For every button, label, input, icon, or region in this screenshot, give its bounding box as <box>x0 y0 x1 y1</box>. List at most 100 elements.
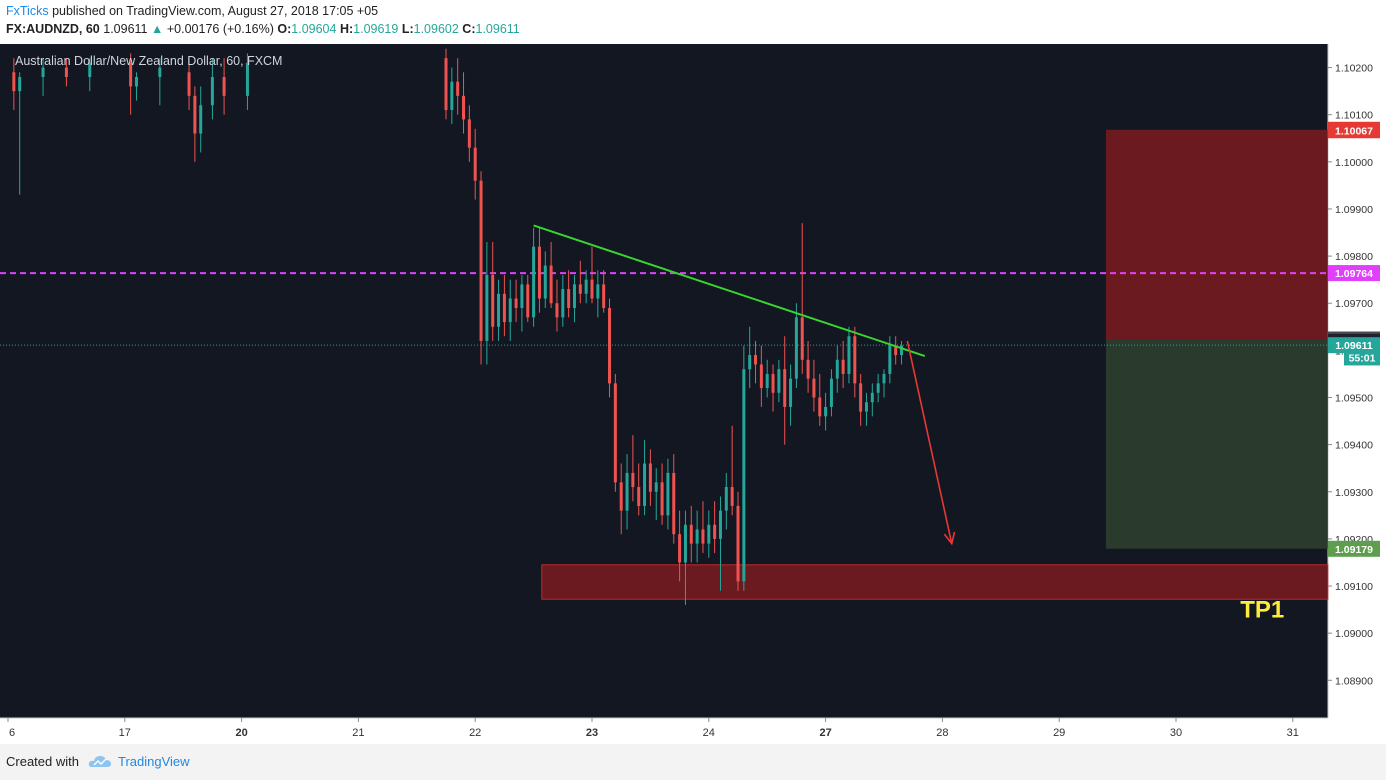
candle-body <box>783 369 787 407</box>
candle-body <box>502 293 506 323</box>
candle-body <box>497 293 501 327</box>
low-label: L: <box>401 22 414 36</box>
tradingview-cloud-icon <box>88 756 111 767</box>
price-label-text: 1.09764 <box>1335 268 1373 280</box>
candle-body <box>876 383 880 393</box>
candle-body <box>736 505 740 582</box>
candle-body <box>765 373 769 389</box>
candle-body <box>654 482 658 492</box>
price-label-box <box>1328 540 1380 557</box>
published-text: published on TradingView.com, August 27,… <box>52 4 379 18</box>
candle-body <box>584 279 588 294</box>
candle-body <box>666 472 670 516</box>
candle-body <box>462 95 466 120</box>
candle-body <box>537 246 541 299</box>
time-tick-label: 6 <box>9 727 15 739</box>
chart-header: FxTicks published on TradingView.com, Au… <box>0 0 1386 44</box>
publish-info: FxTicks published on TradingView.com, Au… <box>6 4 378 18</box>
candle-body <box>514 298 518 308</box>
candle-body <box>847 336 851 374</box>
price-label-box <box>1344 349 1380 366</box>
price-tick-label: 1.09300 <box>1335 487 1373 499</box>
price-tick-label: 1.09800 <box>1335 251 1373 263</box>
up-arrow-icon: ▲ <box>151 22 164 36</box>
candle-body <box>193 95 197 134</box>
candlestick-chart[interactable]: Australian Dollar/New Zealand Dollar, 60… <box>0 44 1386 744</box>
candle-body <box>613 383 617 483</box>
close-label: C: <box>462 22 476 36</box>
candle-body <box>748 355 752 370</box>
candle-body <box>479 180 483 341</box>
support-zone <box>541 564 1329 600</box>
candle-body <box>900 345 904 356</box>
chart-area[interactable]: Australian Dollar/New Zealand Dollar, 60… <box>0 44 1386 744</box>
candle-body <box>806 359 810 379</box>
time-tick-label: 29 <box>1053 727 1065 739</box>
footer: Created with TradingView <box>0 744 1386 780</box>
author-link[interactable]: FxTicks <box>6 4 49 18</box>
created-with-text: Created with <box>6 754 79 769</box>
price-label-text: 55:01 <box>1349 352 1376 364</box>
price-tick-label: 1.09700 <box>1335 298 1373 310</box>
tp1-label: TP1 <box>1240 597 1284 624</box>
candle-body <box>508 298 512 323</box>
time-tick-label: 31 <box>1287 727 1299 739</box>
candle-body <box>467 119 471 148</box>
chart-title: Australian Dollar/New Zealand Dollar, 60… <box>15 54 282 68</box>
candle-body <box>853 336 857 384</box>
trendline <box>533 224 926 357</box>
candle-body <box>888 345 892 374</box>
time-tick-label: 24 <box>703 727 715 739</box>
candle-body <box>210 76 214 106</box>
candle-body <box>444 58 448 110</box>
price-tick-label: 1.10200 <box>1335 63 1373 75</box>
price-tick-label: 1.09400 <box>1335 440 1373 452</box>
price-label-box <box>1328 265 1380 282</box>
candle-body <box>713 524 717 539</box>
candle-body <box>543 265 547 299</box>
candle-body <box>549 265 553 304</box>
time-axis-background[interactable] <box>0 718 1328 744</box>
forecast-arrow <box>906 340 953 544</box>
candle-body <box>660 482 664 516</box>
candle-body <box>864 402 868 412</box>
candle-body <box>841 359 845 374</box>
open-label: O: <box>277 22 292 36</box>
candle-body <box>561 289 565 318</box>
candle-body <box>134 76 138 87</box>
candle-body <box>894 345 898 356</box>
time-tick-label: 23 <box>586 727 598 739</box>
price-axis-background[interactable] <box>1328 44 1386 744</box>
candle-body <box>596 284 600 299</box>
price-tick-label: 1.09100 <box>1335 581 1373 593</box>
candle-body <box>222 76 226 96</box>
time-tick-label: 17 <box>119 727 131 739</box>
candle-body <box>771 373 775 393</box>
candle-body <box>882 373 886 384</box>
candle-body <box>578 284 582 294</box>
time-tick-label: 27 <box>819 727 831 739</box>
candle-body <box>590 279 594 299</box>
candle-body <box>64 67 68 77</box>
candle-body <box>456 81 460 96</box>
price-label-text: 1.10067 <box>1335 125 1373 137</box>
tradingview-link[interactable]: TradingView <box>118 754 190 769</box>
candle-body <box>777 369 781 393</box>
price-tick-label: 1.10000 <box>1335 157 1373 169</box>
candle-body <box>88 62 92 77</box>
candle-body <box>485 274 489 341</box>
candle-body <box>759 364 763 389</box>
candle-body <box>491 274 495 327</box>
price-tick-label: 1.09900 <box>1335 204 1373 216</box>
high-value: 1.09619 <box>353 22 399 36</box>
candle-body <box>800 317 804 360</box>
candle-body <box>245 62 249 96</box>
candle-body <box>648 463 652 492</box>
candle-body <box>870 392 874 403</box>
price-label-text: 1.09611 <box>1335 340 1373 352</box>
forecast-arrow-head <box>943 531 956 546</box>
price-label-box <box>1328 122 1380 139</box>
candle-body <box>724 487 728 511</box>
time-tick-label: 30 <box>1170 727 1182 739</box>
candle-body <box>812 378 816 398</box>
